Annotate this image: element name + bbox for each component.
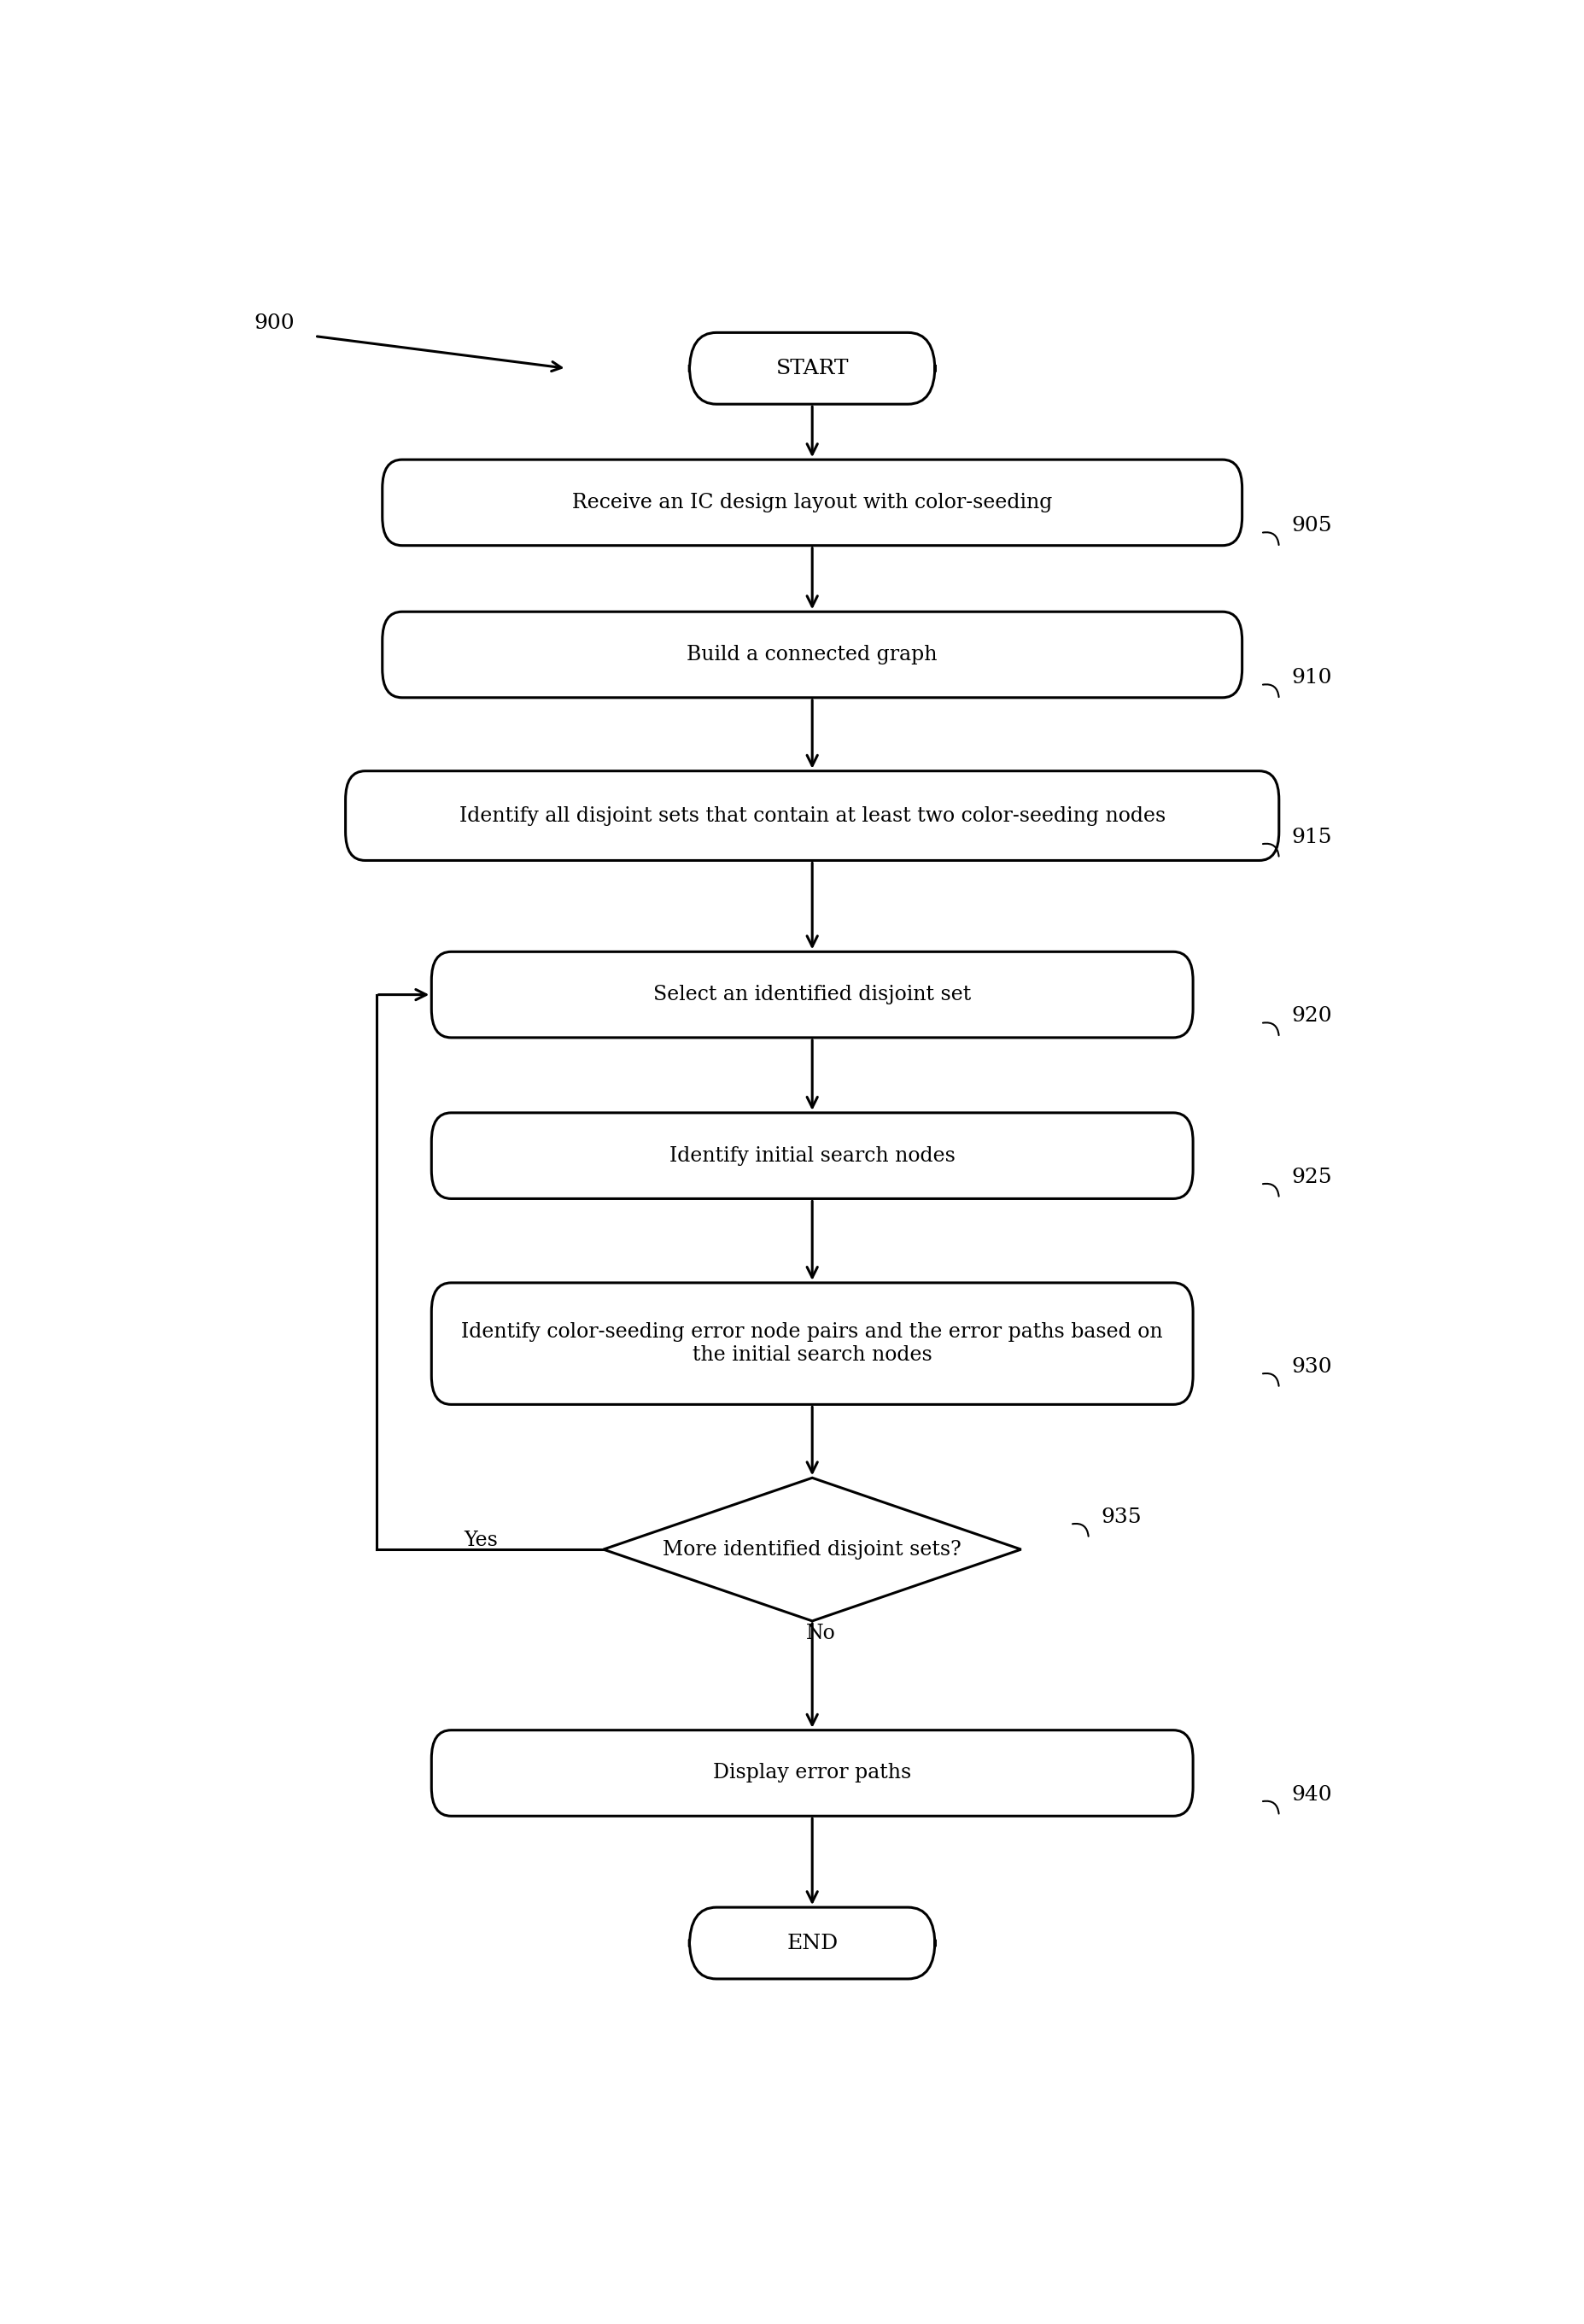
- Text: START: START: [775, 358, 849, 379]
- Text: Select an identified disjoint set: Select an identified disjoint set: [653, 985, 971, 1004]
- Text: Identify initial search nodes: Identify initial search nodes: [668, 1146, 955, 1167]
- Text: More identified disjoint sets?: More identified disjoint sets?: [662, 1538, 961, 1559]
- Text: Display error paths: Display error paths: [713, 1764, 911, 1783]
- Text: 935: 935: [1101, 1508, 1140, 1527]
- Polygon shape: [604, 1478, 1020, 1622]
- Text: Identify color-seeding error node pairs and the error paths based on
the initial: Identify color-seeding error node pairs …: [461, 1322, 1163, 1364]
- FancyBboxPatch shape: [382, 611, 1242, 697]
- FancyBboxPatch shape: [431, 1113, 1193, 1199]
- FancyBboxPatch shape: [345, 772, 1278, 860]
- FancyBboxPatch shape: [382, 460, 1242, 546]
- Text: 905: 905: [1291, 516, 1331, 535]
- Text: 920: 920: [1291, 1006, 1331, 1025]
- FancyBboxPatch shape: [431, 953, 1193, 1037]
- Text: 930: 930: [1291, 1357, 1331, 1376]
- FancyBboxPatch shape: [431, 1729, 1193, 1815]
- Text: Build a connected graph: Build a connected graph: [686, 644, 938, 665]
- FancyBboxPatch shape: [689, 1908, 935, 1980]
- Text: Identify all disjoint sets that contain at least two color-seeding nodes: Identify all disjoint sets that contain …: [459, 806, 1164, 825]
- FancyBboxPatch shape: [689, 332, 935, 404]
- Text: 915: 915: [1291, 827, 1331, 846]
- FancyBboxPatch shape: [431, 1283, 1193, 1404]
- Text: 940: 940: [1291, 1785, 1331, 1803]
- Text: Yes: Yes: [464, 1532, 497, 1550]
- Text: 925: 925: [1291, 1167, 1331, 1188]
- Text: 900: 900: [253, 314, 295, 332]
- Text: Receive an IC design layout with color-seeding: Receive an IC design layout with color-s…: [572, 493, 1052, 511]
- Text: 910: 910: [1291, 667, 1331, 688]
- Text: No: No: [806, 1624, 835, 1643]
- Text: END: END: [786, 1934, 838, 1952]
